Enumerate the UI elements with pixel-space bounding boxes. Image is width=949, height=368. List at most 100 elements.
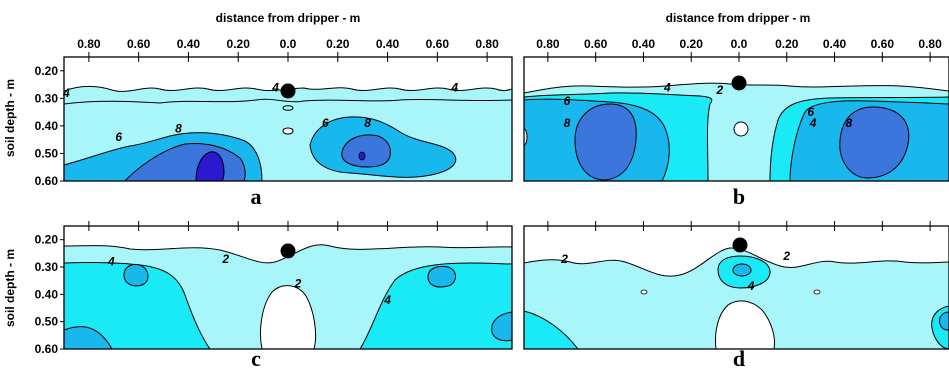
panel-a-contour-labels: 4 4 4 6 8 6 8 xyxy=(62,80,458,144)
panel-d-label: d xyxy=(733,346,745,368)
x-tick-label: 0.20 xyxy=(227,37,251,51)
x-tick-label: 0.80 xyxy=(536,37,560,51)
x-axis-title-right: distance from dripper - m xyxy=(666,11,811,25)
y-tick-label: 0.20 xyxy=(35,233,59,247)
panel-b-top-ticks: 0.80 0.60 0.40 0.20 0.0 0.20 0.40 0.60 0.80 xyxy=(536,37,942,62)
panel-d-frame xyxy=(523,225,949,350)
panel-c-contour-2 xyxy=(64,244,512,264)
contour-level-label: 4 xyxy=(107,255,115,269)
panel-d-fill-level-6-right xyxy=(939,311,949,331)
panel-c-hole-2 xyxy=(259,285,317,349)
contour-level-label: 6 xyxy=(322,116,329,130)
panel-c: 0.20 0.30 0.40 0.50 0.60 4 2 2 4 c xyxy=(35,221,513,368)
panel-a-top-ticks: 0.80 0.60 0.40 0.20 0.0 0.20 0.40 0.60 0.80 xyxy=(77,37,499,62)
panel-d-hole-left xyxy=(640,289,648,295)
panel-d-fill-level-6-center xyxy=(732,263,752,277)
panel-c-fill-level-6-left-a xyxy=(123,263,149,287)
contour-level-label: 2 xyxy=(560,252,568,266)
panel-a-hole-4 xyxy=(282,105,294,111)
x-tick-label: 0.80 xyxy=(77,37,101,51)
y-tick-label: 0.30 xyxy=(35,91,59,105)
panel-c-top-ticks xyxy=(88,221,488,231)
panel-d-top-ticks xyxy=(547,221,931,231)
y-tick-label: 0.50 xyxy=(35,315,59,329)
y-tick-label: 0.60 xyxy=(35,342,59,356)
contour-level-label: 8 xyxy=(564,116,571,130)
x-tick-label: 0.20 xyxy=(680,37,704,51)
panel-c-contour-labels: 4 2 2 4 xyxy=(107,252,391,307)
y-tick-label: 0.30 xyxy=(35,260,59,274)
panel-c-fill-level-6-right-a xyxy=(427,265,456,288)
panel-d-fill-level-2 xyxy=(524,247,949,349)
x-tick-label: 0.20 xyxy=(326,37,350,51)
contour-level-label: 4 xyxy=(809,116,817,130)
contour-level-label: 4 xyxy=(450,80,458,94)
x-tick-label: 0.20 xyxy=(775,37,799,51)
y-tick-label: 0.40 xyxy=(35,287,59,301)
contour-level-label: 2 xyxy=(294,276,302,290)
x-tick-label: 0.80 xyxy=(918,37,942,51)
panel-b-dripper xyxy=(731,75,747,91)
panel-d-dripper xyxy=(732,237,748,253)
panel-a-fill-level-10-right xyxy=(358,151,366,161)
contour-level-label: 6 xyxy=(564,94,571,108)
panel-a-left-ticks: 0.20 0.30 0.40 0.50 0.60 xyxy=(35,64,64,188)
panel-d: 2 4 2 d xyxy=(523,221,949,368)
y-tick-label: 0.50 xyxy=(35,146,59,160)
y-axis-title-top: soil depth - m xyxy=(3,79,17,157)
contour-level-label: 2 xyxy=(782,249,790,263)
x-tick-label: 0.0 xyxy=(280,37,297,51)
x-tick-label: 0.60 xyxy=(871,37,895,51)
panel-c-fill-level-6-right-b xyxy=(491,311,512,342)
x-tick-label: 0.60 xyxy=(127,37,151,51)
panel-c-fill-level-4-left xyxy=(64,261,211,349)
panel-b-fill-level-8-left xyxy=(574,103,637,181)
panel-c-fill-level-4-right xyxy=(359,262,512,349)
panel-a-contour-2 xyxy=(64,85,512,92)
panel-a-label: a xyxy=(251,184,262,209)
x-axis-title-left: distance from dripper - m xyxy=(216,11,361,25)
panel-d-contour-labels: 2 4 2 xyxy=(560,249,790,293)
x-tick-label: 0.80 xyxy=(475,37,499,51)
contour-level-label: 8 xyxy=(846,116,853,130)
panel-d-hole-2 xyxy=(715,300,775,349)
panel-a-dripper xyxy=(280,83,296,99)
contour-level-label: 4 xyxy=(271,80,279,94)
panel-b-hole-2 xyxy=(733,121,749,137)
panel-b-label: b xyxy=(733,184,745,209)
panel-a-hole-2 xyxy=(282,127,294,135)
panel-c-fill-level-6-left-b xyxy=(64,326,113,349)
panel-d-hole-right xyxy=(813,289,821,295)
contour-level-label: 2 xyxy=(716,83,724,97)
contour-level-label: 8 xyxy=(175,122,182,136)
y-axis-title-bottom: soil depth - m xyxy=(3,249,17,327)
x-tick-label: 0.40 xyxy=(177,37,201,51)
x-tick-label: 0.60 xyxy=(426,37,450,51)
contour-level-label: 6 xyxy=(807,105,814,119)
panel-b: 0.80 0.60 0.40 0.20 0.0 0.20 0.40 0.60 0.80 6 8 4 2… xyxy=(523,37,949,209)
panel-c-dripper xyxy=(280,243,296,259)
panel-a-fill-level-4 xyxy=(64,98,512,181)
panel-a-fill-level-10-left xyxy=(195,151,225,181)
contour-level-label: 4 xyxy=(747,279,755,293)
x-tick-label: 0.40 xyxy=(632,37,656,51)
panel-b-fill-level-8-right xyxy=(839,106,910,179)
contour-level-label: 8 xyxy=(364,116,371,130)
panel-c-label: c xyxy=(251,346,261,368)
y-tick-label: 0.20 xyxy=(35,64,59,78)
y-tick-label: 0.60 xyxy=(35,174,59,188)
contour-level-label: 4 xyxy=(663,80,671,94)
contour-level-label: 4 xyxy=(383,293,391,307)
panel-a: 0.80 0.60 0.40 0.20 0.0 0.20 0.40 0.60 0.80 0.20… xyxy=(35,37,513,209)
x-tick-label: 0.60 xyxy=(584,37,608,51)
panel-a-fill-level-8-right xyxy=(341,134,391,168)
panel-c-left-ticks: 0.20 0.30 0.40 0.50 0.60 xyxy=(35,233,64,356)
contour-level-label: 2 xyxy=(221,252,229,266)
panel-b-frame xyxy=(523,56,949,182)
x-tick-label: 0.40 xyxy=(823,37,847,51)
x-tick-label: 0.0 xyxy=(731,37,748,51)
contour-level-label: 4 xyxy=(62,86,70,100)
x-tick-label: 0.40 xyxy=(376,37,400,51)
